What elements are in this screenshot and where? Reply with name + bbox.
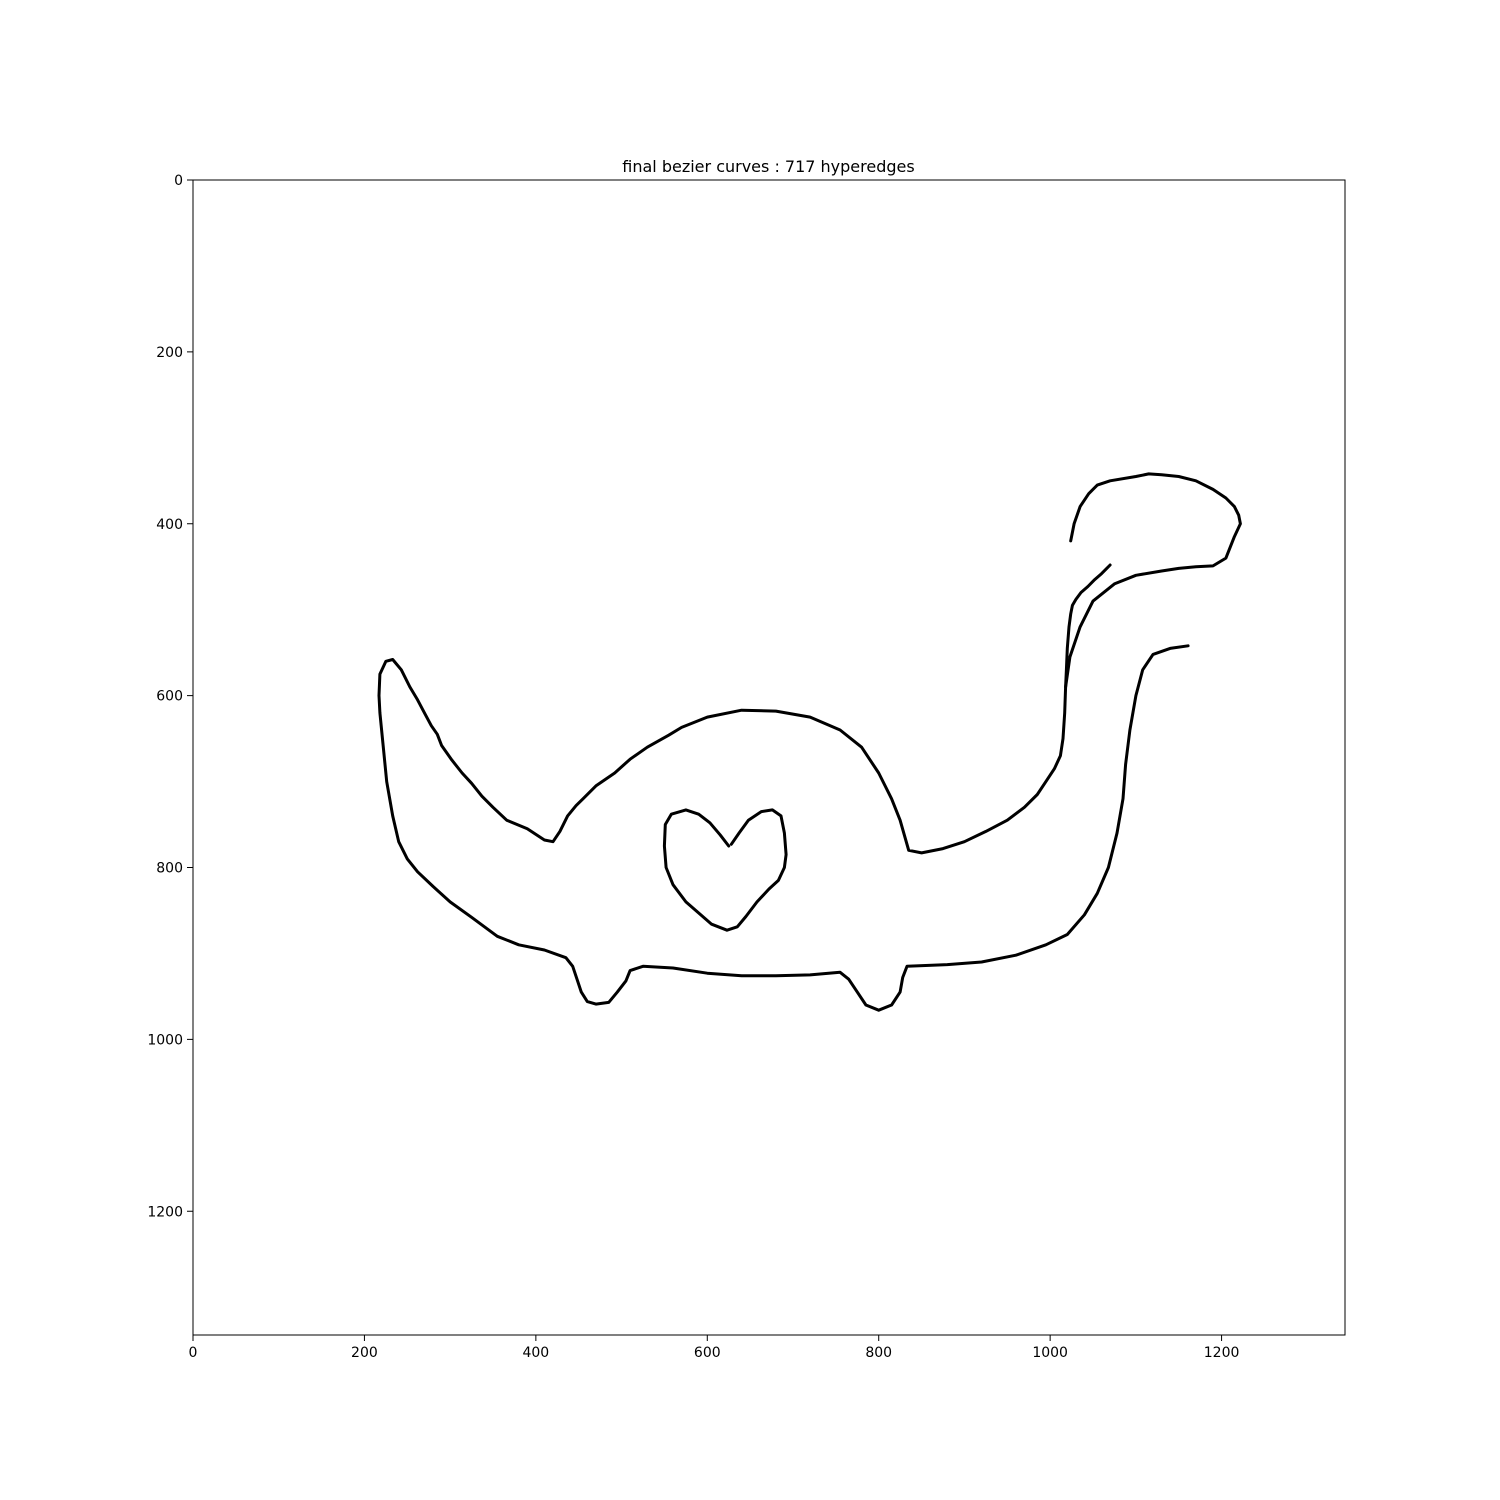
x-tick-label: 1200 — [1204, 1345, 1240, 1361]
x-tick-label: 400 — [522, 1345, 549, 1361]
y-tick-label: 1000 — [147, 1032, 183, 1048]
bezier-curve-0 — [377, 472, 1242, 1012]
y-tick-label: 400 — [156, 517, 183, 533]
y-tick-label: 800 — [156, 861, 183, 877]
y-tick-label: 600 — [156, 689, 183, 705]
y-tick-label: 200 — [156, 345, 183, 361]
x-tick-label: 0 — [189, 1345, 198, 1361]
y-tick-label: 0 — [174, 173, 183, 189]
bezier-curve-1 — [1064, 563, 1112, 689]
x-tick-label: 800 — [865, 1345, 892, 1361]
x-tick-label: 600 — [694, 1345, 721, 1361]
y-tick-label: 1200 — [147, 1204, 183, 1220]
x-tick-label: 1000 — [1032, 1345, 1068, 1361]
bezier-curve-2 — [662, 808, 788, 932]
curve-layer — [377, 472, 1242, 1012]
axes-layer: 0 200 400 600 800 1000 1200 0 200 400 600 800 1000 12… — [147, 173, 1239, 1361]
chart-title: final bezier curves : 717 hyperedges — [622, 157, 914, 176]
plot-area-frame — [192, 179, 1346, 1336]
x-tick-label: 200 — [351, 1345, 378, 1361]
